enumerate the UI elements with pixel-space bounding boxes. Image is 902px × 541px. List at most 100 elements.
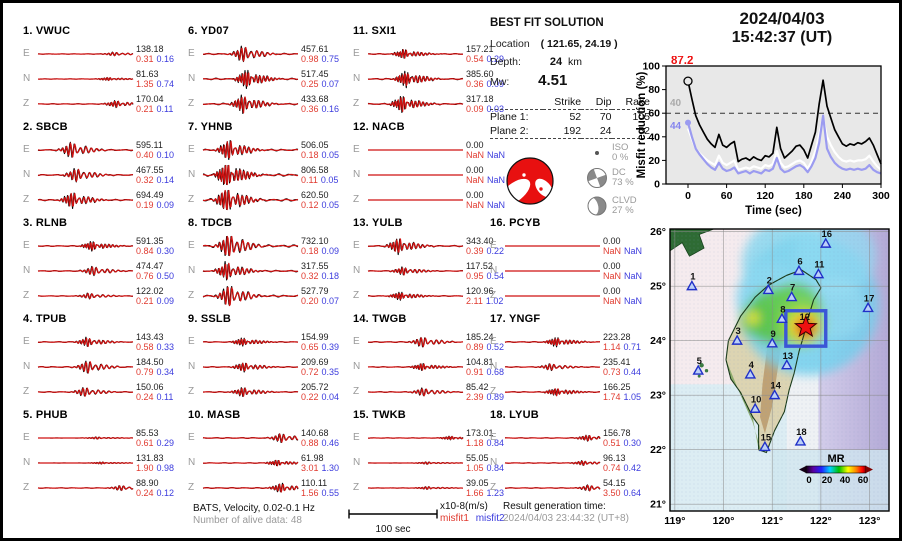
best-fit-solution-panel: BEST FIT SOLUTION Location ( 121.65, 24.… bbox=[490, 15, 662, 220]
station-header: 14. TWGB bbox=[353, 313, 407, 325]
station-header: 11. SXI1 bbox=[353, 25, 397, 37]
trace-values: 385.60 0.36 0.09 bbox=[464, 69, 516, 89]
waveform-row: Z 85.42 2.39 0.89 bbox=[353, 379, 516, 404]
misfit-values: 0.36 0.09 bbox=[466, 78, 505, 89]
station-marker-label: 2 bbox=[767, 276, 772, 287]
col-dip: Dip bbox=[595, 96, 612, 108]
channel-label: N bbox=[188, 265, 196, 276]
trace-values: 85.53 0.61 0.29 bbox=[134, 428, 186, 448]
channel-label: Z bbox=[23, 98, 30, 109]
plane1-label: Plane 1: bbox=[490, 111, 529, 123]
station-marker-icon bbox=[781, 359, 793, 370]
svg-text:26°: 26° bbox=[650, 226, 666, 238]
amplitude-value: 117.52 bbox=[466, 260, 493, 271]
amplitude-value: 591.35 bbox=[136, 235, 164, 246]
trace-values: 457.61 0.98 0.75 bbox=[299, 44, 351, 64]
trace-values: 0.00 NaN NaN bbox=[601, 261, 653, 281]
station-header: 10. MASB bbox=[188, 409, 241, 421]
channel-label: E bbox=[188, 240, 195, 251]
waveform-row: E 591.35 0.84 0.30 bbox=[23, 233, 186, 258]
amplitude-value: 0.00 bbox=[466, 164, 484, 175]
amplitude-value: 317.18 bbox=[466, 93, 494, 104]
channel-label: E bbox=[23, 240, 30, 251]
station-header: 5. PHUB bbox=[23, 409, 68, 421]
waveform-row: N 184.50 0.79 0.34 bbox=[23, 354, 186, 379]
misfit-values: 1.14 0.71 bbox=[603, 341, 642, 352]
channel-label: N bbox=[188, 457, 196, 468]
channel-label: E bbox=[353, 336, 360, 347]
misfit-values: 0.54 0.29 bbox=[466, 53, 505, 64]
misfit-values: 0.79 0.34 bbox=[136, 366, 175, 377]
waveform-trace bbox=[37, 265, 134, 276]
waveform-row: N 0.00 NaN NaN bbox=[490, 258, 653, 283]
channel-label: Z bbox=[353, 98, 360, 109]
amplitude-value: 104.81 bbox=[466, 356, 494, 367]
channel-label: E bbox=[23, 48, 30, 59]
waveform-row: N 806.58 0.11 0.05 bbox=[188, 162, 351, 187]
waveform-trace bbox=[367, 291, 464, 301]
iso-pct: 0 % bbox=[612, 152, 629, 163]
trace-values: 55.05 1.05 0.84 bbox=[464, 453, 516, 473]
station-block: 8. TDCB E 732.10 0.18 0.09 N 317.55 0.32 0.18 Z 52… bbox=[188, 213, 351, 308]
channel-label: N bbox=[23, 73, 31, 84]
amplitude-value: 527.79 bbox=[301, 285, 329, 296]
misfit-values: NaN NaN bbox=[603, 295, 643, 306]
misfit-values: 1.35 0.74 bbox=[136, 78, 175, 89]
misfit-values: 0.58 0.33 bbox=[136, 341, 175, 352]
misfit-reduction-chart: 0 60 120 180 240 300 0 20 40 60 80 100 Time (sec) Mis… bbox=[636, 56, 890, 217]
amplitude-value: 0.00 bbox=[603, 235, 621, 246]
misfit-values: 0.76 0.50 bbox=[136, 270, 175, 281]
misfit-values: 0.73 0.44 bbox=[603, 366, 642, 377]
station-marker-icon bbox=[768, 388, 781, 400]
station-header: 7. YHNB bbox=[188, 121, 233, 133]
misfit-values: 0.22 0.04 bbox=[301, 391, 340, 402]
waveform-row: Z 527.79 0.20 0.07 bbox=[188, 283, 351, 308]
misfit-values: 0.61 0.29 bbox=[136, 437, 175, 448]
station-header: 16. PCYB bbox=[490, 217, 541, 229]
waveform-trace bbox=[202, 482, 299, 493]
waveform-row: N 317.55 0.32 0.18 bbox=[188, 258, 351, 283]
trace-values: 140.68 0.88 0.46 bbox=[299, 428, 351, 448]
misfit-values: 0.40 0.10 bbox=[136, 149, 175, 160]
trace-values: 154.99 0.65 0.39 bbox=[299, 332, 351, 352]
station-block: 16. PCYB E 0.00 NaN NaN N 0.00 NaN NaN Z 0.00 NaN Na… bbox=[490, 213, 653, 308]
amplitude-value: 122.02 bbox=[136, 285, 164, 296]
trace-values: 157.21 0.54 0.29 bbox=[464, 44, 516, 64]
station-header: 4. TPUB bbox=[23, 313, 67, 325]
waveform-row: N 517.45 0.25 0.07 bbox=[188, 66, 351, 91]
station-block: 3. RLNB E 591.35 0.84 0.30 N 474.47 0.76 0.50 Z 12… bbox=[23, 213, 186, 308]
channel-label: Z bbox=[23, 194, 30, 205]
waveform-row: Z 122.02 0.21 0.09 bbox=[23, 283, 186, 308]
svg-text:0: 0 bbox=[685, 190, 691, 202]
amplitude-value: 39.05 bbox=[466, 477, 489, 488]
waveform-trace bbox=[504, 459, 601, 466]
channel-label: N bbox=[490, 457, 498, 468]
misfit-values: 0.51 0.30 bbox=[603, 437, 642, 448]
station-block: 12. NACB E 0.00 NaN NaN N 0.00 NaN NaN Z 0.00 NaN Na… bbox=[353, 117, 516, 212]
channel-label: N bbox=[23, 169, 31, 180]
trace-values: 0.00 NaN NaN bbox=[464, 140, 516, 160]
misfit-annotation: 87.2 bbox=[671, 56, 693, 67]
channel-label: N bbox=[188, 361, 196, 372]
waveform-row: N 467.55 0.32 0.14 bbox=[23, 162, 186, 187]
station-marker-icon bbox=[759, 440, 771, 452]
waveform-row: N 96.13 0.74 0.42 bbox=[490, 450, 653, 475]
svg-text:MR: MR bbox=[827, 453, 844, 465]
result-time-label: Result generation time: bbox=[503, 501, 606, 512]
trace-values: 96.13 0.74 0.42 bbox=[601, 453, 653, 473]
waveform-row: N 0.00 NaN NaN bbox=[353, 162, 516, 187]
station-marker-label: 4 bbox=[749, 360, 755, 371]
station-marker-label: 11 bbox=[814, 260, 825, 271]
waveform-trace bbox=[202, 337, 299, 347]
svg-text:24°: 24° bbox=[650, 335, 666, 347]
waveform-trace bbox=[37, 484, 134, 491]
channel-label: E bbox=[188, 336, 195, 347]
channel-label: Z bbox=[23, 290, 30, 301]
waveform-trace bbox=[37, 191, 134, 209]
svg-text:60: 60 bbox=[858, 475, 869, 486]
misfit-values: 0.19 0.09 bbox=[136, 199, 175, 210]
station-block: 4. TPUB E 143.43 0.58 0.33 N 184.50 0.79 0.34 Z 15… bbox=[23, 309, 186, 404]
iso-label: ISO bbox=[612, 142, 629, 153]
trace-values: 185.24 0.89 0.52 bbox=[464, 332, 516, 352]
